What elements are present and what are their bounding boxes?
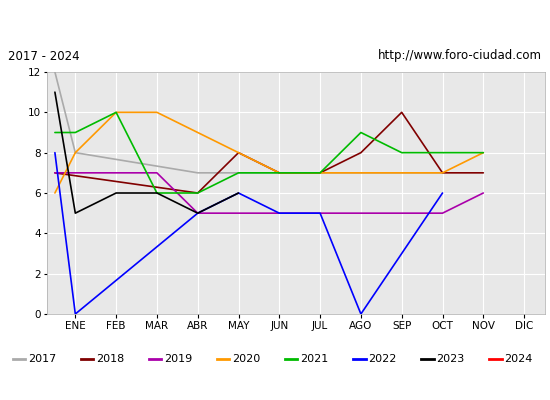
Text: 2024: 2024 [504,354,533,364]
Text: 2018: 2018 [96,354,124,364]
Text: http://www.foro-ciudad.com: http://www.foro-ciudad.com [378,50,542,62]
Text: Evolucion del paro registrado en Buenamadre: Evolucion del paro registrado en Buenama… [107,14,443,28]
Text: 2017 - 2024: 2017 - 2024 [8,50,80,62]
Text: 2019: 2019 [164,354,192,364]
Text: 2023: 2023 [436,354,465,364]
Text: 2021: 2021 [300,354,328,364]
Text: 2017: 2017 [28,354,56,364]
Text: 2020: 2020 [232,354,260,364]
Text: 2022: 2022 [368,354,397,364]
